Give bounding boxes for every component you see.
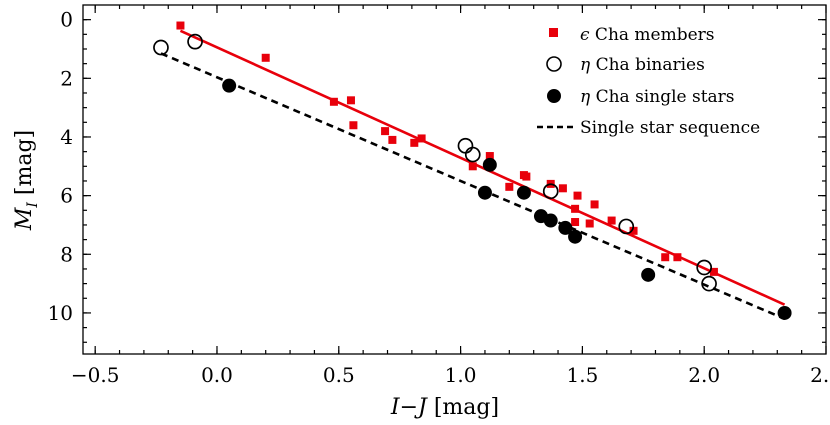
member-point [388, 135, 397, 144]
member-point [661, 253, 670, 262]
x-tick-label: −0.5 [71, 363, 120, 387]
member-point [468, 162, 477, 171]
legend-label-cha-members: ϵ Cha members [580, 25, 715, 45]
data-markers [153, 21, 792, 320]
legend-marker-square [549, 28, 558, 37]
member-point [573, 191, 582, 200]
legend-label-binaries: η Cha binaries [580, 55, 705, 75]
binary-point [464, 146, 481, 163]
member-point [349, 121, 358, 130]
single-star-point [641, 267, 656, 282]
axis-ticks: −0.5 0.0 0.5 1.0 1.5 2.0 2.5 0 2 4 6 8 10 [48, 5, 830, 387]
member-point [505, 182, 514, 191]
y-tick-label: 4 [60, 125, 73, 149]
legend: ϵ Cha members η Cha binaries η Cha singl… [537, 25, 760, 138]
single-star-point [516, 185, 531, 200]
member-point [607, 216, 616, 225]
binary-point [696, 259, 713, 276]
binary-point [457, 137, 474, 154]
legend-marker-open-circle [546, 56, 562, 72]
legend-marker-filled-circle [547, 89, 561, 103]
member-point [709, 267, 718, 276]
member-point [571, 218, 580, 227]
member-point [571, 204, 580, 213]
y-axis-title: MI [mag] [12, 130, 41, 231]
legend-label-single-stars: η Cha single stars [580, 87, 735, 107]
x-axis-title: I−J [mag] [390, 395, 499, 420]
member-point [381, 127, 390, 136]
member-point [485, 152, 494, 161]
x-tick-label: 1.5 [566, 363, 598, 387]
member-point [346, 96, 355, 105]
single-star-point [543, 213, 558, 228]
x-tick-label: 0.0 [201, 363, 233, 387]
members-fit-line [179, 29, 786, 306]
fit-lines [160, 29, 786, 321]
y-tick-label: 8 [60, 242, 73, 266]
y-tick-label: 6 [60, 184, 73, 208]
member-point [558, 184, 567, 193]
member-point [176, 21, 185, 30]
single-star-point [477, 185, 492, 200]
binary-point [701, 275, 717, 292]
single-star-sequence-line [160, 52, 786, 321]
member-point [329, 97, 338, 106]
member-point [629, 226, 638, 235]
single-star-point [568, 229, 583, 244]
member-point [673, 253, 682, 262]
single-star-point [777, 305, 792, 320]
y-tick-label: 0 [60, 8, 73, 32]
y-tick-label: 10 [48, 301, 73, 325]
x-tick-label: 2.0 [688, 363, 720, 387]
x-tick-label: 0.5 [323, 363, 355, 387]
y-tick-label: 2 [60, 66, 73, 90]
member-point [585, 219, 594, 228]
binary-point [618, 218, 635, 235]
binary-point [542, 183, 559, 200]
member-point [590, 200, 599, 209]
single-star-point [482, 157, 497, 172]
member-point [522, 172, 531, 181]
single-star-point [222, 78, 237, 93]
plot-frame [82, 4, 827, 355]
member-point [261, 53, 270, 62]
member-point [410, 138, 419, 147]
single-star-point [558, 220, 573, 235]
x-tick-label: 2.5 [810, 363, 830, 387]
binary-point [187, 33, 203, 50]
x-tick-label: 1.0 [445, 363, 477, 387]
member-point [417, 134, 426, 143]
legend-label-single-star-sequence: Single star sequence [580, 118, 760, 138]
binary-point [153, 39, 169, 56]
